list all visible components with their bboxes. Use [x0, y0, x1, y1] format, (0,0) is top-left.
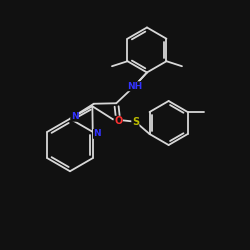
Text: NH: NH	[127, 82, 142, 91]
Text: N: N	[71, 112, 78, 121]
Text: N: N	[94, 130, 101, 138]
Text: S: S	[132, 117, 139, 127]
Text: O: O	[114, 116, 122, 126]
